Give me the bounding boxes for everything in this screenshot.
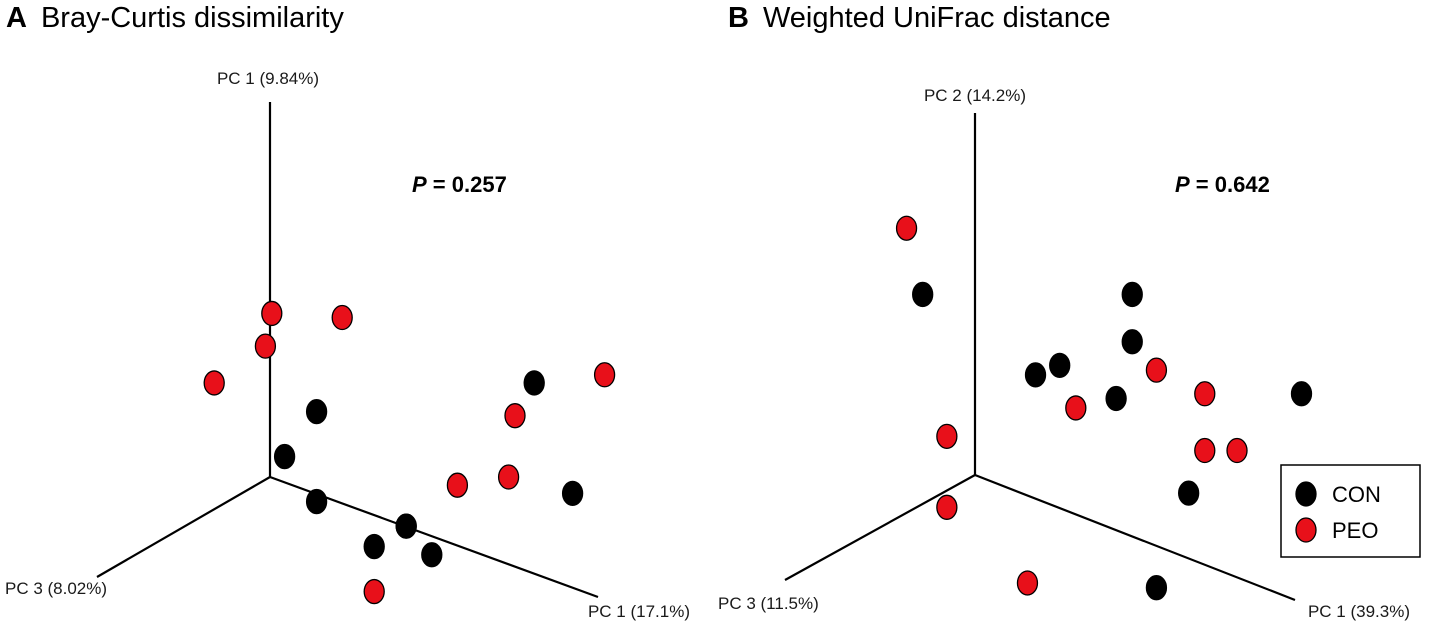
panel-a-point-con-5 <box>363 533 385 560</box>
p-symbol: P <box>412 172 427 197</box>
panel-b-point-con-5 <box>1105 385 1127 412</box>
panel-b-point-peo-4 <box>936 423 958 449</box>
panel-a-point-con-0 <box>305 398 328 425</box>
panel-b-point-peo-7 <box>936 494 958 520</box>
panel-b-axis-left <box>784 474 976 581</box>
panel-b-point-peo-6 <box>1226 437 1248 464</box>
legend: CON PEO <box>1280 464 1421 558</box>
panel-b-title-text: Weighted UniFrac distance <box>762 2 1111 34</box>
panel-a-chart: PC 1 (9.84%) PC 3 (8.02%) PC 1 (17.1%) P = … <box>5 69 690 621</box>
panel-b-title: B Weighted UniFrac distance <box>728 2 1111 35</box>
panel-b-axis-label-vertical: PC 2 (14.2%) <box>924 86 1026 105</box>
panel-b-point-con-3 <box>1049 352 1071 379</box>
panel-a-point-peo-0 <box>254 333 277 359</box>
panel-b-point-con-0 <box>912 281 934 308</box>
panel-b-axis-right <box>974 473 1296 602</box>
panel-b-point-peo-8 <box>1016 570 1039 596</box>
panel-a-point-peo-7 <box>593 362 616 388</box>
panel-a-axis-label-left: PC 3 (8.02%) <box>5 579 107 598</box>
panel-a-point-peo-6 <box>446 472 469 498</box>
panel-b-axis-label-right: PC 1 (39.3%) <box>1308 602 1410 621</box>
panel-b-point-con-8 <box>1145 575 1168 601</box>
panel-a-letter: A <box>6 2 27 34</box>
panel-b-point-con-4 <box>1024 362 1047 388</box>
panel-a-point-con-2 <box>305 488 328 515</box>
panel-a-point-con-1 <box>273 443 296 470</box>
panel-b-axis-label-left: PC 3 (11.5%) <box>718 594 819 613</box>
panel-b-p-value: P = 0.642 <box>1175 172 1270 197</box>
legend-marker-con <box>1295 481 1317 507</box>
panel-a-point-peo-3 <box>203 370 225 396</box>
panel-a-point-peo-5 <box>497 464 520 490</box>
panel-a-point-peo-4 <box>504 403 526 429</box>
panel-b-point-peo-1 <box>1145 357 1168 383</box>
panel-a-point-con-8 <box>561 480 584 507</box>
panel-a-title: A Bray-Curtis dissimilarity <box>6 2 344 35</box>
panel-b-chart: PC 2 (14.2%) PC 3 (11.5%) PC 1 (39.3%) P = … <box>718 86 1410 621</box>
p-value-text: = 0.257 <box>427 172 507 197</box>
panel-b-point-con-1 <box>1121 281 1143 308</box>
panel-a-point-con-4 <box>395 513 417 539</box>
panel-b-letter: B <box>728 2 749 34</box>
panel-a-axis-label-right: PC 1 (17.1%) <box>588 602 690 621</box>
panel-a-title-text: Bray-Curtis dissimilarity <box>40 2 344 34</box>
panel-a-point-peo-2 <box>331 304 353 331</box>
p-value-text: = 0.642 <box>1190 172 1270 197</box>
panel-b-point-con-7 <box>1178 480 1200 506</box>
panel-a-point-con-7 <box>523 370 545 396</box>
panel-a-axis-label-vertical: PC 1 (9.84%) <box>217 69 319 88</box>
panel-b-point-peo-2 <box>1194 381 1216 407</box>
panel-b-point-con-6 <box>1290 381 1313 407</box>
panel-b-point-peo-3 <box>1065 395 1087 421</box>
panel-a-axis-left <box>96 476 271 578</box>
p-symbol: P <box>1175 172 1190 197</box>
panel-a-p-value: P = 0.257 <box>412 172 507 197</box>
panel-b-point-peo-5 <box>1194 437 1216 464</box>
panel-a-point-con-6 <box>421 542 443 568</box>
legend-label-con: CON <box>1332 482 1381 507</box>
legend-label-peo: PEO <box>1332 518 1378 543</box>
panel-a-point-peo-1 <box>261 300 283 327</box>
legend-box <box>1280 464 1421 558</box>
panel-a-point-peo-8 <box>363 578 385 605</box>
legend-marker-peo <box>1295 517 1317 543</box>
panel-b-point-con-2 <box>1121 329 1143 355</box>
panel-b-point-peo-0 <box>895 215 918 241</box>
